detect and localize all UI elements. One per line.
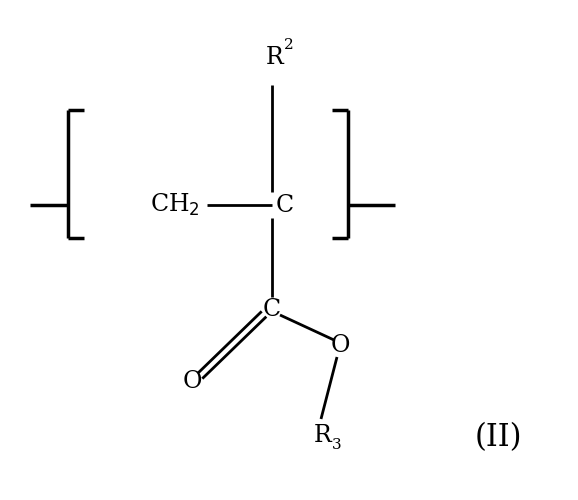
Text: O: O	[182, 370, 202, 394]
Text: R: R	[266, 46, 284, 68]
Text: CH$_2$: CH$_2$	[150, 192, 200, 218]
Text: (II): (II)	[475, 422, 522, 454]
Text: R: R	[314, 424, 332, 446]
Text: C: C	[276, 194, 294, 216]
Text: 3: 3	[332, 438, 342, 452]
Text: 2: 2	[284, 38, 294, 52]
Text: C: C	[263, 298, 281, 322]
Text: O: O	[330, 334, 350, 356]
